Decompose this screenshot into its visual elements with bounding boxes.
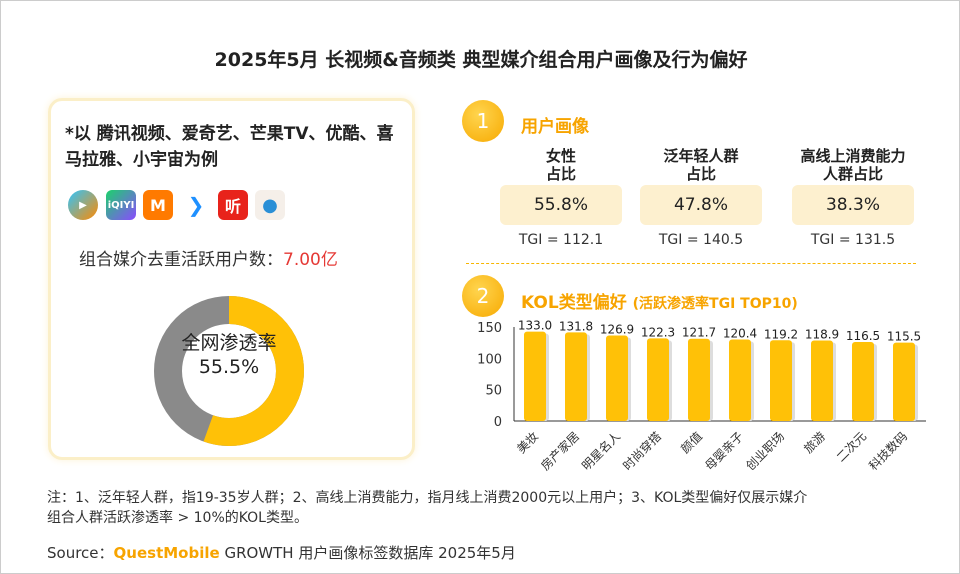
- bar-value-label: 122.3: [641, 325, 675, 339]
- category-label: 房产家居: [538, 429, 583, 474]
- page-title: 2025年5月 长视频&音频类 典型媒介组合用户画像及行为偏好: [214, 49, 748, 71]
- divider: [466, 263, 916, 264]
- section1-title: 用户画像: [521, 117, 589, 137]
- y-tick-label: 50: [485, 384, 502, 399]
- bar-value-label: 119.2: [764, 327, 798, 341]
- metric-tgi: TGI = 131.5: [810, 232, 896, 248]
- bar: [688, 338, 710, 421]
- kol-bar-chart: 0 50 100 150 133.0 美妆 131.8 房产家居 126.9 明星名人 122.3 时…: [477, 319, 926, 474]
- metric-header-line1: 高线上消费能力: [800, 147, 906, 165]
- category-label: 明星名人: [579, 429, 624, 474]
- bar: [565, 332, 587, 421]
- bar: [647, 338, 669, 421]
- bar: [811, 340, 833, 421]
- active-users-label: 组合媒介去重活跃用户数：: [79, 250, 283, 270]
- metric-header-line2: 占比: [685, 165, 716, 183]
- penetration-donut: [154, 296, 304, 446]
- bar: [524, 331, 546, 421]
- category-label: 旅游: [801, 429, 828, 456]
- bar: [770, 340, 792, 421]
- bar: [729, 339, 751, 421]
- metric-value: 55.8%: [500, 185, 622, 225]
- donut-fill: [154, 296, 304, 446]
- donut-value: 55.5%: [198, 356, 260, 378]
- bar: [606, 335, 628, 421]
- source-brand: QuestMobile: [113, 544, 220, 562]
- source-text: GROWTH 用户画像标签数据库 2025年5月: [219, 544, 516, 562]
- bar-value-label: 116.5: [846, 329, 880, 343]
- metric-header-line1: 女性: [545, 147, 576, 165]
- metric-value: 47.8%: [640, 185, 762, 225]
- y-tick-label: 0: [494, 415, 502, 430]
- media-combo-card: [48, 98, 415, 460]
- footnote-2: 组合人群活跃渗透率 > 10%的KOL类型。: [47, 510, 308, 526]
- bar: [893, 342, 915, 421]
- source-label: Source：: [47, 544, 114, 562]
- category-label: 时尚穿搭: [620, 429, 665, 474]
- category-label: 颜值: [678, 429, 706, 457]
- media-note: *以 腾讯视频、爱奇艺、芒果TV、优酷、喜马拉雅、小宇宙为例: [65, 124, 394, 170]
- ximalaya-icon: 听: [218, 190, 248, 220]
- section2-title: KOL类型偏好 (活跃渗透率TGI TOP10): [521, 288, 798, 313]
- bar-value-label: 120.4: [723, 327, 757, 341]
- donut-label: 全网渗透率: [181, 332, 277, 354]
- tencent-video-icon: ▶: [68, 190, 98, 220]
- category-label: 母婴亲子: [702, 429, 746, 473]
- section2-subtitle: (活跃渗透率TGI TOP10): [632, 296, 798, 312]
- y-tick-label: 100: [477, 352, 502, 367]
- xiaoyuzhou-icon: ●: [255, 190, 285, 220]
- y-tick-label: 150: [477, 321, 502, 336]
- metric-header: 高线上消费能力 人群占比: [783, 147, 923, 183]
- category-label: 创业职场: [743, 429, 787, 473]
- iqiyi-icon: iQIYI: [106, 190, 136, 220]
- category-label: 二次元: [834, 429, 869, 464]
- mango-tv-icon: M: [143, 190, 173, 220]
- footnote-1: 注：1、泛年轻人群，指19-35岁人群；2、高线上消费能力，指月线上消费2000…: [47, 490, 808, 506]
- section1-number: 1: [462, 100, 504, 142]
- bar-value-label: 133.0: [518, 319, 552, 333]
- metric-value: 38.3%: [792, 185, 914, 225]
- youku-icon: ❯: [187, 193, 205, 217]
- metric-header: 女性 占比: [491, 147, 631, 183]
- active-users: 组合媒介去重活跃用户数：7.00亿: [79, 245, 338, 270]
- metric-header-line2: 占比: [545, 165, 576, 183]
- category-label: 美妆: [514, 429, 541, 456]
- bar-value-label: 118.9: [805, 327, 839, 341]
- active-users-value: 7.00亿: [283, 250, 338, 270]
- metric-header-line1: 泛年轻人群: [663, 147, 739, 165]
- metric-tgi: TGI = 112.1: [518, 232, 604, 248]
- bar-value-label: 131.8: [559, 319, 593, 333]
- bar: [852, 341, 874, 421]
- bar-value-label: 121.7: [682, 326, 716, 340]
- metric-header: 泛年轻人群 占比: [631, 147, 771, 183]
- section2-title-text: KOL类型偏好: [521, 293, 627, 313]
- section2-number: 2: [462, 275, 504, 317]
- bar-value-label: 126.9: [600, 322, 634, 336]
- metric-header-line2: 人群占比: [822, 165, 883, 183]
- metric-tgi: TGI = 140.5: [658, 232, 744, 248]
- bar-value-label: 115.5: [887, 330, 921, 344]
- source-line: Source：QuestMobile GROWTH 用户画像标签数据库 2025…: [47, 542, 516, 563]
- category-label: 科技数码: [866, 429, 911, 474]
